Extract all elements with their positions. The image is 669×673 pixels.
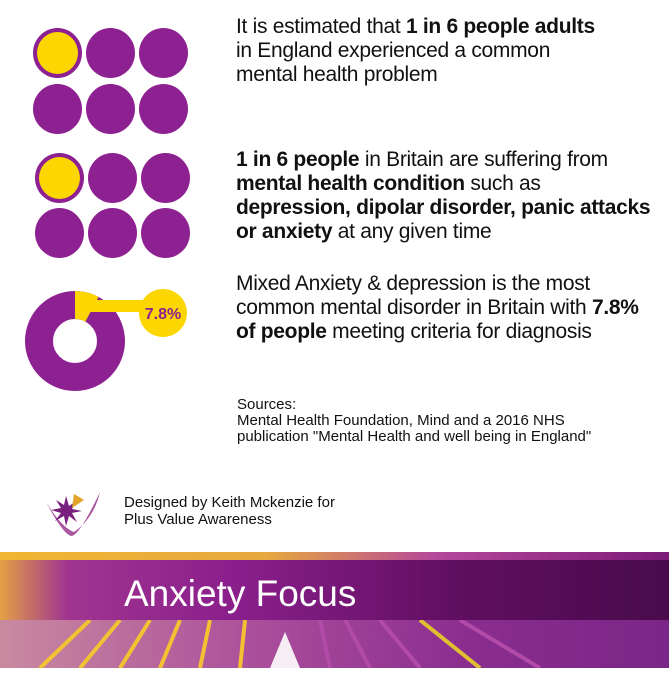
credit-line: Designed by Keith Mckenzie for	[124, 494, 335, 511]
text-segment: such as	[464, 172, 541, 195]
stripes-graphic	[38, 618, 542, 670]
text-segment: It is estimated that	[236, 15, 406, 38]
text-segment-bold: depression, dipolar disorder, panic atta…	[236, 196, 651, 243]
text-segment-bold: 1 in 6 people adults	[405, 15, 595, 38]
banner	[0, 560, 669, 620]
person-dot	[141, 208, 190, 258]
text-segment-bold: mental health condition	[236, 172, 465, 195]
decorative-stripes	[0, 618, 669, 670]
sources: Sources: Mental Health Foundation, Mind …	[237, 397, 591, 445]
plus-value-logo-icon	[46, 492, 100, 536]
sources-line: publication "Mental Health and well bein…	[237, 428, 592, 445]
person-dot-highlighted	[35, 153, 84, 203]
person-dot	[35, 208, 84, 258]
stat2-text: 1 in 6 people in Britain are suffering f…	[236, 148, 656, 244]
person-dot	[33, 84, 82, 134]
sources-line: Mental Health Foundation, Mind and a 201…	[237, 412, 565, 429]
person-dot-highlighted	[33, 28, 82, 78]
credit-line: Plus Value Awareness	[124, 511, 272, 528]
person-dot	[139, 28, 188, 78]
text-segment: in Britain are suffering from	[359, 148, 608, 171]
person-dot	[88, 153, 137, 203]
person-dot	[88, 208, 137, 258]
text-segment: in England experienced a common mental h…	[236, 39, 551, 86]
banner-title: Anxiety Focus	[124, 573, 357, 614]
donut-chart: 7.8%	[25, 289, 187, 391]
person-dot	[86, 28, 135, 78]
text-segment: Mixed Anxiety & depression is the most c…	[236, 272, 592, 319]
text-segment-bold: 7.8% of people	[236, 296, 639, 343]
sources-heading: Sources:	[237, 396, 297, 413]
banner-accent-line	[0, 552, 669, 560]
person-dot	[141, 153, 190, 203]
person-dot	[86, 84, 135, 134]
person-dot	[139, 84, 188, 134]
text-segment: at any given time	[332, 220, 492, 243]
stat1-text: It is estimated that 1 in 6 people adult…	[236, 15, 616, 87]
credit: Designed by Keith Mckenzie for Plus Valu…	[124, 494, 335, 528]
callout-circle	[139, 289, 187, 337]
text-segment: meeting criteria for diagnosis	[326, 320, 592, 343]
text-segment-bold: 1 in 6 people	[236, 148, 360, 171]
stat3-text: Mixed Anxiety & depression is the most c…	[236, 272, 656, 344]
donut-percent-label: 7.8%	[145, 306, 181, 323]
callout-bar	[75, 300, 150, 312]
